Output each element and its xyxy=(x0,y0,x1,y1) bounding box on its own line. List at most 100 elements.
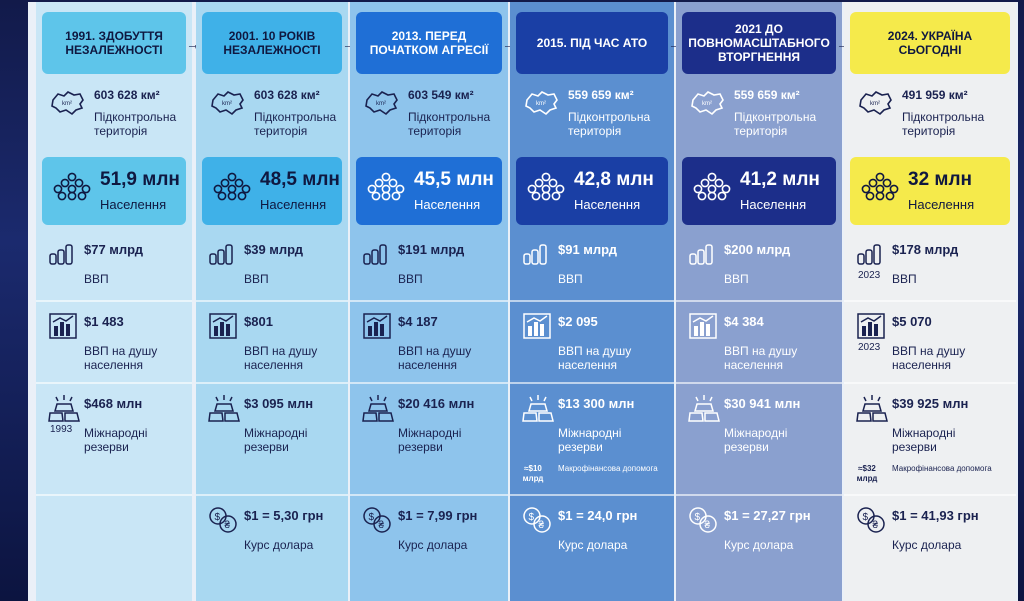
reserves-year: 1993 xyxy=(50,424,73,435)
population-label: Населення xyxy=(908,197,975,212)
svg-text:km²: km² xyxy=(62,101,72,107)
row-divider xyxy=(350,382,508,384)
map-icon: km² xyxy=(690,88,726,121)
area-section: km² 603 628 км² Підконтрольна територія xyxy=(36,82,192,152)
growth-chart-icon xyxy=(522,312,552,345)
gdp-section: $39 млрд ВВП xyxy=(196,230,348,300)
timeline-column: 2024. УКРАЇНА СЬОГОДНІ km² 491 959 км² П… xyxy=(844,2,1016,601)
gdp-per-capita-value: $5 070 xyxy=(892,314,932,329)
row-divider xyxy=(844,382,1016,384)
gdp-value: $178 млрд xyxy=(892,242,959,257)
row-divider xyxy=(510,300,674,302)
svg-text:km²: km² xyxy=(222,101,232,107)
population-label: Населення xyxy=(414,197,481,212)
growth-chart-icon xyxy=(362,312,392,345)
row-divider xyxy=(510,382,674,384)
svg-text:km²: km² xyxy=(376,101,386,107)
exchange-rate-value: $1 = 5,30 грн xyxy=(244,508,324,523)
hryvnia-coins-icon: $ ₴ xyxy=(856,506,886,539)
exchange-rate-value: $1 = 41,93 грн xyxy=(892,508,979,523)
area-value: 603 628 км² xyxy=(254,88,320,102)
population-label: Населення xyxy=(260,197,327,212)
column-header: 2001. 10 РОКІВ НЕЗАЛЕЖНОСТІ xyxy=(202,12,342,74)
svg-text:₴: ₴ xyxy=(539,520,545,531)
growth-chart-icon xyxy=(688,312,718,345)
column-header: 2013. ПЕРЕД ПОЧАТКОМ АГРЕСІЇ xyxy=(356,12,502,74)
reserves-section: $468 млн 1993 Міжнародні резерви xyxy=(36,384,192,492)
row-divider xyxy=(350,494,508,496)
population-box: 42,8 млн Населення xyxy=(516,157,668,225)
svg-text:₴: ₴ xyxy=(873,520,879,531)
reserves-section: $30 941 млн Міжнародні резерви xyxy=(676,384,842,492)
gdp-per-capita-label: ВВП на душу населення xyxy=(244,344,318,372)
gold-bars-icon xyxy=(362,394,394,429)
exchange-rate-section: $ ₴ $1 = 5,30 грн Курс долара xyxy=(196,496,348,576)
growth-chart-icon xyxy=(208,312,238,345)
infographic-slide: 1991. ЗДОБУТТЯ НЕЗАЛЕЖНОСТІ km² 603 628 … xyxy=(28,2,1018,601)
hryvnia-coins-icon: $ ₴ xyxy=(208,506,238,539)
reserves-label: Міжнародні резерви xyxy=(84,426,148,454)
exchange-rate-value: $1 = 7,99 грн xyxy=(398,508,478,523)
reserves-label: Міжнародні резерви xyxy=(398,426,462,454)
gdp-year: 2023 xyxy=(858,270,881,281)
gdp-per-capita-section: $5 070 2023 ВВП на душу населення xyxy=(844,302,1016,382)
coin-stack-icon xyxy=(856,240,886,271)
gold-bars-icon xyxy=(856,394,888,429)
gdp-section: $178 млрд 2023 ВВП xyxy=(844,230,1016,300)
svg-text:km²: km² xyxy=(536,101,546,107)
gold-bars-icon xyxy=(688,394,720,429)
people-group-icon xyxy=(212,171,252,208)
gdp-label: ВВП xyxy=(244,272,269,286)
svg-text:$: $ xyxy=(695,512,701,523)
svg-text:km²: km² xyxy=(702,101,712,107)
population-box: 45,5 млн Населення xyxy=(356,157,502,225)
population-box: 32 млн Населення xyxy=(850,157,1010,225)
gdp-per-capita-section: $4 187 ВВП на душу населення xyxy=(350,302,508,382)
area-value: 603 628 км² xyxy=(94,88,160,102)
row-divider xyxy=(676,494,842,496)
people-group-icon xyxy=(366,171,406,208)
gdp-value: $191 млрд xyxy=(398,242,465,257)
gdp-per-capita-label: ВВП на душу населення xyxy=(724,344,798,372)
gdp-per-capita-value: $2 095 xyxy=(558,314,598,329)
gdp-section: $77 млрд ВВП xyxy=(36,230,192,300)
reserves-value: $3 095 млн xyxy=(244,396,314,411)
reserves-value: $13 300 млн xyxy=(558,396,635,411)
hryvnia-coins-icon: $ ₴ xyxy=(522,506,552,539)
row-divider xyxy=(844,300,1016,302)
row-divider xyxy=(36,382,192,384)
gdp-per-capita-label: ВВП на душу населення xyxy=(892,344,966,372)
exchange-rate-label: Курс долара xyxy=(892,538,962,552)
timeline-column: 2013. ПЕРЕД ПОЧАТКОМ АГРЕСІЇ km² 603 549… xyxy=(350,2,508,601)
area-section: km² 559 659 км² Підконтрольна територія xyxy=(510,82,674,152)
row-divider xyxy=(196,382,348,384)
row-divider xyxy=(676,382,842,384)
population-value: 32 млн xyxy=(908,169,973,190)
reserves-value: $20 416 млн xyxy=(398,396,475,411)
gdp-per-capita-value: $4 384 xyxy=(724,314,764,329)
map-icon: km² xyxy=(210,88,246,121)
gdp-label: ВВП xyxy=(892,272,917,286)
row-divider xyxy=(844,494,1016,496)
area-label: Підконтрольна територія xyxy=(408,110,491,138)
svg-text:$: $ xyxy=(369,512,375,523)
reserves-section: $3 095 млн Міжнародні резерви xyxy=(196,384,348,492)
growth-chart-icon xyxy=(856,312,886,345)
svg-text:₴: ₴ xyxy=(225,520,231,531)
gdp-label: ВВП xyxy=(398,272,423,286)
row-divider xyxy=(350,300,508,302)
population-box: 41,2 млн Населення xyxy=(682,157,836,225)
gdp-per-capita-value: $801 xyxy=(244,314,273,329)
coin-stack-icon xyxy=(48,240,78,271)
gdp-per-capita-section: $801 ВВП на душу населення xyxy=(196,302,348,382)
gdp-section: $91 млрд ВВП xyxy=(510,230,674,300)
timeline-column: 2021 ДО ПОВНОМАСШТАБНОГО ВТОРГНЕННЯ km² … xyxy=(676,2,842,601)
reserves-value: $468 млн xyxy=(84,396,143,411)
population-box: 51,9 млн Населення xyxy=(42,157,186,225)
gdp-per-capita-label: ВВП на душу населення xyxy=(84,344,158,372)
gold-bars-icon xyxy=(48,394,80,429)
reserves-label: Міжнародні резерви xyxy=(558,426,622,454)
row-divider xyxy=(196,300,348,302)
row-divider xyxy=(36,300,192,302)
people-group-icon xyxy=(860,171,900,208)
